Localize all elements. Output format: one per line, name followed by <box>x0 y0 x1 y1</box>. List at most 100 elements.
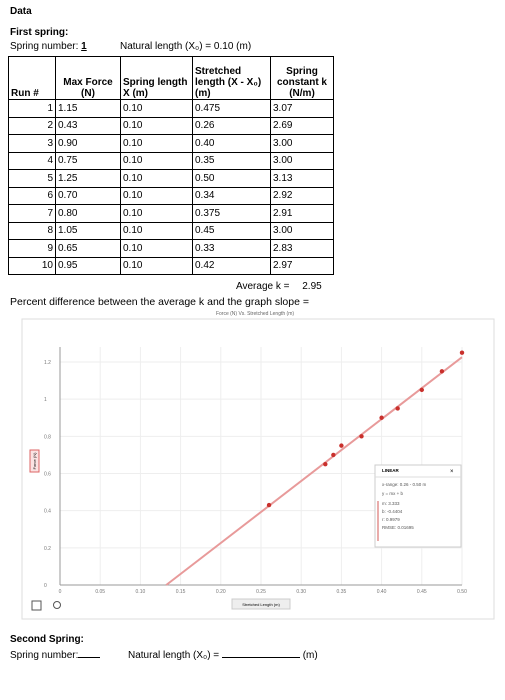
cell: 0.10 <box>120 116 193 135</box>
cell: 3.00 <box>270 151 334 170</box>
x-tick-label: 0.45 <box>417 589 427 595</box>
x-tick-label: 0 <box>59 589 62 595</box>
cell: 2.69 <box>270 116 334 135</box>
run-number: 6 <box>8 186 56 205</box>
x-tick-label: 0.20 <box>216 589 226 595</box>
run-number: 8 <box>8 221 56 240</box>
cell: 0.65 <box>55 239 121 258</box>
cell: 3.07 <box>270 99 334 118</box>
y-tick-label: 0.8 <box>44 434 51 440</box>
y-tick-label: 0.6 <box>44 472 51 478</box>
fit-title: LINEAR <box>382 468 400 473</box>
table-row: 7 0.80 0.10 0.375 2.91 <box>8 204 334 223</box>
chart-title: Force (N) Vs. Stretched Length (m) <box>216 311 294 317</box>
data-point <box>379 415 384 420</box>
x-label-box <box>231 598 291 610</box>
x-tick-label: 0.30 <box>296 589 306 595</box>
data-point <box>339 443 344 448</box>
subtitle: First spring: <box>10 27 69 38</box>
cell: 3.00 <box>270 221 334 240</box>
y-tick-label: 0 <box>44 583 47 589</box>
x-tick-label: 0.40 <box>377 589 387 595</box>
cell: 1.25 <box>55 169 121 188</box>
table-row: 4 0.75 0.10 0.35 3.00 <box>8 151 334 170</box>
y-axis-label: Force (N) <box>32 452 37 470</box>
x-tick-label: 0.35 <box>337 589 347 595</box>
value: 1 <box>81 41 87 52</box>
x-tick-label: 0.15 <box>176 589 186 595</box>
cell: 0.26 <box>192 116 271 135</box>
label: Average k = <box>236 281 290 292</box>
header-row: Run # Max Force (N) Spring length X (m) Str… <box>8 56 334 100</box>
data-point <box>323 462 328 467</box>
data-table: Run # Max Force (N) Spring length X (m) Str… <box>8 56 334 275</box>
fit-stat: m: 3.333 <box>382 501 400 506</box>
column-header: Run # <box>8 56 56 100</box>
cell: 0.10 <box>120 221 193 240</box>
cell: 0.10 <box>120 99 193 118</box>
fit-close: × <box>450 469 454 475</box>
x-tick-label: 0.50 <box>457 589 467 595</box>
cell: 0.10 <box>120 134 193 153</box>
x-tick-label: 0.25 <box>256 589 266 595</box>
title: Data <box>10 6 32 17</box>
table-row: 8 1.05 0.10 0.45 3.00 <box>8 221 334 240</box>
second-spring-number: Spring number: <box>10 650 101 661</box>
question: Percent difference between the average k… <box>10 296 309 308</box>
run-number: 2 <box>8 116 56 135</box>
run-number: 10 <box>8 256 56 275</box>
table-row: 10 0.95 0.10 0.42 2.97 <box>8 256 334 275</box>
zoom-icon[interactable] <box>31 600 42 611</box>
cell: 0.475 <box>192 99 271 118</box>
label: Spring number: <box>10 41 79 52</box>
cell: 0.33 <box>192 239 271 258</box>
x-axis-label: Stretched Length (m) <box>242 602 280 607</box>
fit-stat: RMSE: 0.01695 <box>382 525 414 530</box>
value: 2.95 <box>302 281 322 292</box>
y-tick-label: 0.4 <box>44 509 51 515</box>
fit-stat: y = mx + b <box>382 491 404 496</box>
x-tick-label: 0.05 <box>95 589 105 595</box>
y-tick-label: 1 <box>44 397 47 403</box>
cell: 0.10 <box>120 239 193 258</box>
run-number: 3 <box>8 134 56 153</box>
cell: 1.15 <box>55 99 121 118</box>
cell: 0.10 <box>120 169 193 188</box>
cell: 0.42 <box>192 256 271 275</box>
second-title: Second Spring: <box>10 634 84 645</box>
natural-length: Natural length (X₀) = 0.10 (m) <box>120 41 252 52</box>
cell: 0.50 <box>192 169 271 188</box>
column-header: Max Force (N) <box>55 56 121 100</box>
table-row: 3 0.90 0.10 0.40 3.00 <box>8 134 334 153</box>
run-number: 9 <box>8 239 56 258</box>
fit-stat: b: -0.4404 <box>382 509 403 514</box>
cell: 0.10 <box>120 204 193 223</box>
fit-stat: r: 0.9979 <box>382 517 400 522</box>
cell: 0.10 <box>120 186 193 205</box>
run-number: 7 <box>8 204 56 223</box>
spring-number: Spring number: 1 <box>10 41 93 52</box>
data-point <box>439 369 445 374</box>
cell: 0.34 <box>192 186 271 205</box>
search-icon[interactable] <box>53 601 61 609</box>
run-number: 4 <box>8 151 56 170</box>
chart: Force (N) Vs. Stretched Length (m) 0 0.2 0.… <box>21 311 495 620</box>
table-row: 9 0.65 0.10 0.33 2.83 <box>8 239 334 258</box>
column-header: Spring length X (m) <box>120 56 193 100</box>
cell: 2.91 <box>270 204 334 223</box>
data-point <box>359 434 364 439</box>
cell: 3.13 <box>270 169 334 188</box>
y-tick-label: 1.2 <box>44 360 51 366</box>
cell: 0.40 <box>192 134 271 153</box>
cell: 0.75 <box>55 151 121 170</box>
fit-line <box>165 356 463 586</box>
column-header: Stretched length (X - X₀) (m) <box>192 56 271 100</box>
cell: 0.10 <box>120 151 193 170</box>
label: Natural length (X₀) = <box>128 650 220 661</box>
cell: 2.92 <box>270 186 334 205</box>
data-point <box>459 350 465 355</box>
data-point <box>331 452 336 458</box>
cell: 0.10 <box>120 256 193 275</box>
run-number: 5 <box>8 169 56 188</box>
